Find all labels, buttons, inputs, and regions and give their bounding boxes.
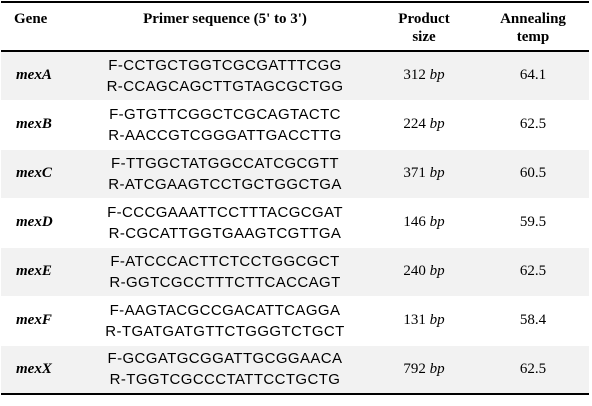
annealing-temp: 62.5 <box>477 247 589 297</box>
header-annealing-temp-line2: temp <box>516 29 550 45</box>
product-size-value: 240 <box>403 263 426 279</box>
table-row: mexF F-AAGTACGCCGACATTCAGGA R-TGATGATGTT… <box>1 296 589 346</box>
annealing-temp: 59.5 <box>477 198 589 248</box>
table-row: mexA F-CCTGCTGGTCGCGATTTCGG R-CCAGCAGCTT… <box>1 51 589 101</box>
table-row: mexC F-TTGGCTATGGCCATCGCGTT R-ATCGAAGTCC… <box>1 149 589 199</box>
primer-sequence: F-GCGATGCGGATTGCGGAACA R-TGGTCGCCCTATTCC… <box>79 345 371 395</box>
forward-primer: F-TTGGCTATGGCCATCGCGTT <box>111 154 339 172</box>
forward-primer: F-GTGTTCGGCTCGCAGTACTC <box>109 105 341 123</box>
product-size: 240 bp <box>371 247 477 297</box>
product-size-unit: bp <box>429 214 445 230</box>
annealing-temp: 62.5 <box>477 100 589 150</box>
forward-primer: F-CCTGCTGGTCGCGATTTCGG <box>108 56 342 74</box>
product-size-unit: bp <box>429 67 445 84</box>
product-size-value: 131 <box>403 312 426 328</box>
gene-name: mexD <box>1 198 79 248</box>
product-size: 224 bp <box>371 100 477 150</box>
product-size-unit: bp <box>429 165 445 181</box>
reverse-primer: R-AACCGTCGGGATTGACCTTG <box>108 126 342 144</box>
table-row: mexX F-GCGATGCGGATTGCGGAACA R-TGGTCGCCCT… <box>1 345 589 395</box>
forward-primer: F-AAGTACGCCGACATTCAGGA <box>109 301 341 319</box>
reverse-primer: R-GGTCGCCTTTCTTCACCAGT <box>109 273 341 291</box>
primer-sequence: F-AAGTACGCCGACATTCAGGA R-TGATGATGTTCTGGG… <box>79 296 371 346</box>
annealing-temp: 62.5 <box>477 345 589 395</box>
product-size: 312 bp <box>371 51 477 101</box>
forward-primer: F-CCCGAAATTCCTTTACGCGAT <box>107 203 343 221</box>
header-gene: Gene <box>1 1 79 52</box>
annealing-temp: 58.4 <box>477 296 589 346</box>
primer-sequence: F-CCTGCTGGTCGCGATTTCGG R-CCAGCAGCTTGTAGC… <box>79 51 371 101</box>
product-size-unit: bp <box>429 312 445 328</box>
primer-table: Gene Primer sequence (5' to 3') Product … <box>1 1 589 395</box>
primer-sequence: F-CCCGAAATTCCTTTACGCGAT R-CGCATTGGTGAAGT… <box>79 198 371 248</box>
table-row: mexE F-ATCCCACTTCTCCTGGCGCT R-GGTCGCCTTT… <box>1 247 589 297</box>
table-row: mexB F-GTGTTCGGCTCGCAGTACTC R-AACCGTCGGG… <box>1 100 589 150</box>
product-size-value: 224 <box>403 116 426 132</box>
annealing-temp: 64.1 <box>477 51 589 101</box>
product-size-value: 312 <box>403 67 426 84</box>
reverse-primer: R-ATCGAAGTCCTGCTGGCTGA <box>108 175 342 193</box>
annealing-temp: 60.5 <box>477 149 589 199</box>
header-row: Gene Primer sequence (5' to 3') Product … <box>1 1 589 52</box>
reverse-primer: R-CGCATTGGTGAAGTCGTTGA <box>108 224 342 242</box>
primer-sequence: F-GTGTTCGGCTCGCAGTACTC R-AACCGTCGGGATTGA… <box>79 100 371 150</box>
forward-primer: F-ATCCCACTTCTCCTGGCGCT <box>110 252 340 270</box>
reverse-primer: R-TGATGATGTTCTGGGTCTGCT <box>105 322 345 340</box>
product-size: 146 bp <box>371 198 477 248</box>
reverse-primer: R-TGGTCGCCCTATTCCTGCTG <box>109 371 341 389</box>
primer-sequence: F-TTGGCTATGGCCATCGCGTT R-ATCGAAGTCCTGCTG… <box>79 149 371 199</box>
header-primer-sequence: Primer sequence (5' to 3') <box>79 1 371 52</box>
table-row: mexD F-CCCGAAATTCCTTTACGCGAT R-CGCATTGGT… <box>1 198 589 248</box>
product-size-value: 371 <box>403 165 426 181</box>
primer-sequence: F-ATCCCACTTCTCCTGGCGCT R-GGTCGCCTTTCTTCA… <box>79 247 371 297</box>
header-product-size-line1: Product <box>398 11 450 27</box>
product-size-value: 146 <box>403 214 426 230</box>
product-size-value: 792 <box>403 360 426 377</box>
header-annealing-temp-line1: Annealing <box>500 11 566 27</box>
gene-name: mexC <box>1 149 79 199</box>
product-size: 792 bp <box>371 345 477 395</box>
product-size: 371 bp <box>371 149 477 199</box>
header-product-size: Product size <box>371 1 477 52</box>
gene-name: mexE <box>1 247 79 297</box>
header-annealing-temp: Annealing temp <box>477 1 589 52</box>
gene-name: mexX <box>1 345 79 395</box>
product-size: 131 bp <box>371 296 477 346</box>
gene-name: mexB <box>1 100 79 150</box>
product-size-unit: bp <box>429 116 445 132</box>
header-product-size-line2: size <box>412 29 436 45</box>
gene-name: mexF <box>1 296 79 346</box>
product-size-unit: bp <box>429 263 445 279</box>
reverse-primer: R-CCAGCAGCTTGTAGCGCTGG <box>106 77 344 95</box>
forward-primer: F-GCGATGCGGATTGCGGAACA <box>107 350 343 368</box>
product-size-unit: bp <box>429 360 445 377</box>
gene-name: mexA <box>1 51 79 101</box>
